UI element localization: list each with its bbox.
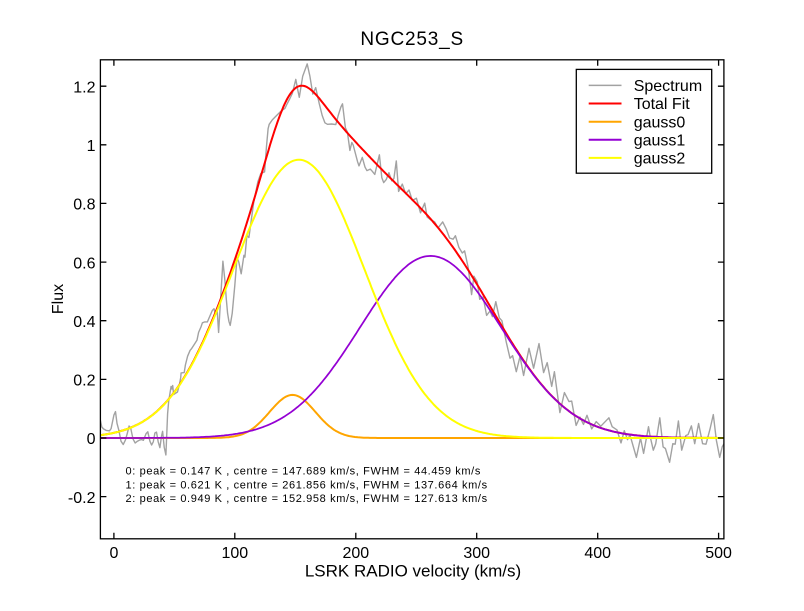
svg-text:NGC253_S: NGC253_S bbox=[360, 29, 464, 50]
svg-text:0: 0 bbox=[87, 431, 96, 448]
svg-text:500: 500 bbox=[705, 545, 732, 562]
svg-text:0: peak = 0.147 K , centre = 1: 0: peak = 0.147 K , centre = 147.689 km/… bbox=[126, 466, 481, 478]
svg-text:0.2: 0.2 bbox=[73, 373, 95, 390]
svg-text:Flux: Flux bbox=[50, 284, 67, 314]
svg-text:-0.2: -0.2 bbox=[68, 490, 96, 507]
svg-text:300: 300 bbox=[463, 545, 490, 562]
svg-text:LSRK RADIO velocity (km/s): LSRK RADIO velocity (km/s) bbox=[305, 562, 521, 581]
svg-text:0: 0 bbox=[109, 545, 118, 562]
svg-text:Spectrum: Spectrum bbox=[634, 78, 702, 95]
svg-text:0.4: 0.4 bbox=[73, 314, 95, 331]
svg-text:1: peak = 0.621 K , centre = 2: 1: peak = 0.621 K , centre = 261.856 km/… bbox=[126, 479, 488, 491]
svg-text:gauss1: gauss1 bbox=[634, 133, 686, 150]
svg-text:gauss2: gauss2 bbox=[634, 151, 686, 168]
svg-text:200: 200 bbox=[342, 545, 369, 562]
svg-text:Total Fit: Total Fit bbox=[634, 96, 691, 113]
svg-text:1: 1 bbox=[87, 138, 96, 155]
svg-text:1.2: 1.2 bbox=[73, 79, 95, 96]
svg-text:gauss0: gauss0 bbox=[634, 114, 686, 131]
svg-text:2: peak = 0.949 K , centre = 1: 2: peak = 0.949 K , centre = 152.958 km/… bbox=[126, 493, 488, 505]
svg-text:0.8: 0.8 bbox=[73, 197, 95, 214]
svg-text:400: 400 bbox=[584, 545, 611, 562]
svg-text:100: 100 bbox=[221, 545, 248, 562]
svg-text:0.6: 0.6 bbox=[73, 255, 95, 272]
